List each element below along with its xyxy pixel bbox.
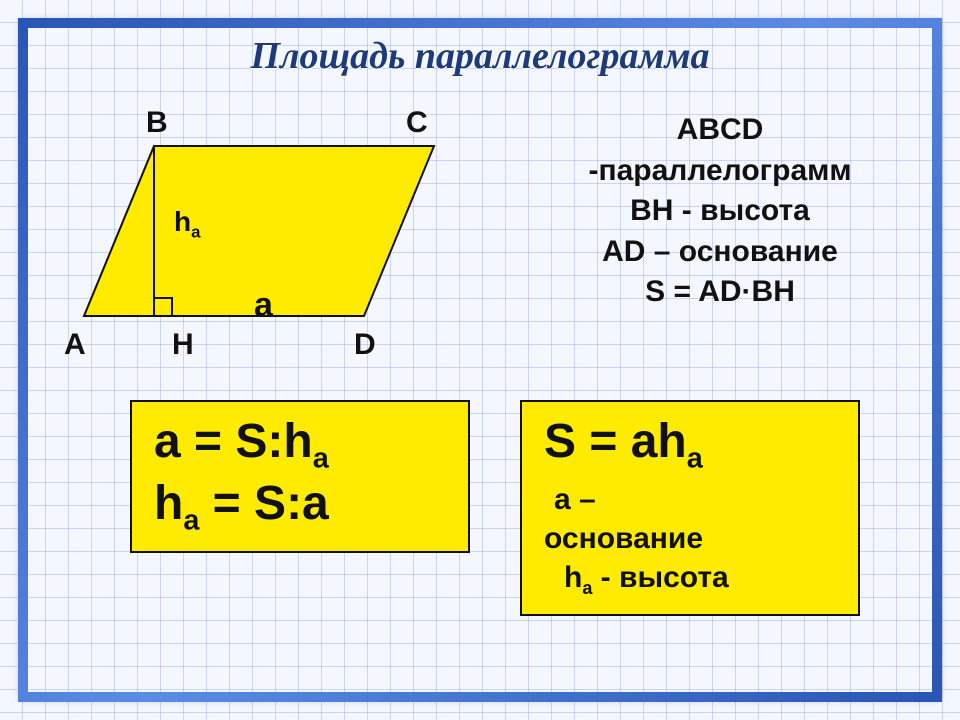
vertex-d-label: D bbox=[354, 328, 376, 362]
vertex-a-label: A bbox=[64, 328, 86, 362]
definitions-block: ABCD -параллелограмм BH - высота AD – ос… bbox=[520, 110, 920, 313]
foot-h-label: H bbox=[172, 328, 194, 362]
def-line-5: S = AD·BH bbox=[520, 272, 920, 313]
formula-a-desc-2: основание bbox=[544, 519, 836, 558]
formula-s-equals: S = aha bbox=[544, 414, 836, 476]
def-line-1: ABCD bbox=[520, 110, 920, 151]
def-line-2: -параллелограмм bbox=[520, 151, 920, 192]
side-a-label: a bbox=[254, 286, 273, 325]
formula-ha-desc: ha - высота bbox=[544, 558, 836, 600]
def-line-3: BH - высота bbox=[520, 191, 920, 232]
formula-a-equals: a = S:ha bbox=[154, 414, 446, 476]
formula-box-right: S = aha a – основание ha - высота bbox=[520, 400, 860, 616]
formula-box-left: a = S:ha ha = S:a bbox=[130, 400, 470, 553]
height-ha-label: ha bbox=[174, 206, 200, 243]
formula-a-desc-1: a – bbox=[544, 480, 836, 519]
formula-ha-equals: ha = S:a bbox=[154, 476, 446, 538]
vertex-c-label: C bbox=[406, 106, 428, 140]
vertex-b-label: B bbox=[146, 106, 168, 140]
def-line-4: AD – основание bbox=[520, 232, 920, 273]
parallelogram-diagram: B C A D H a ha bbox=[54, 96, 464, 366]
parallelogram-svg bbox=[54, 96, 464, 366]
slide-title: Площадь параллелограмма bbox=[0, 34, 960, 78]
